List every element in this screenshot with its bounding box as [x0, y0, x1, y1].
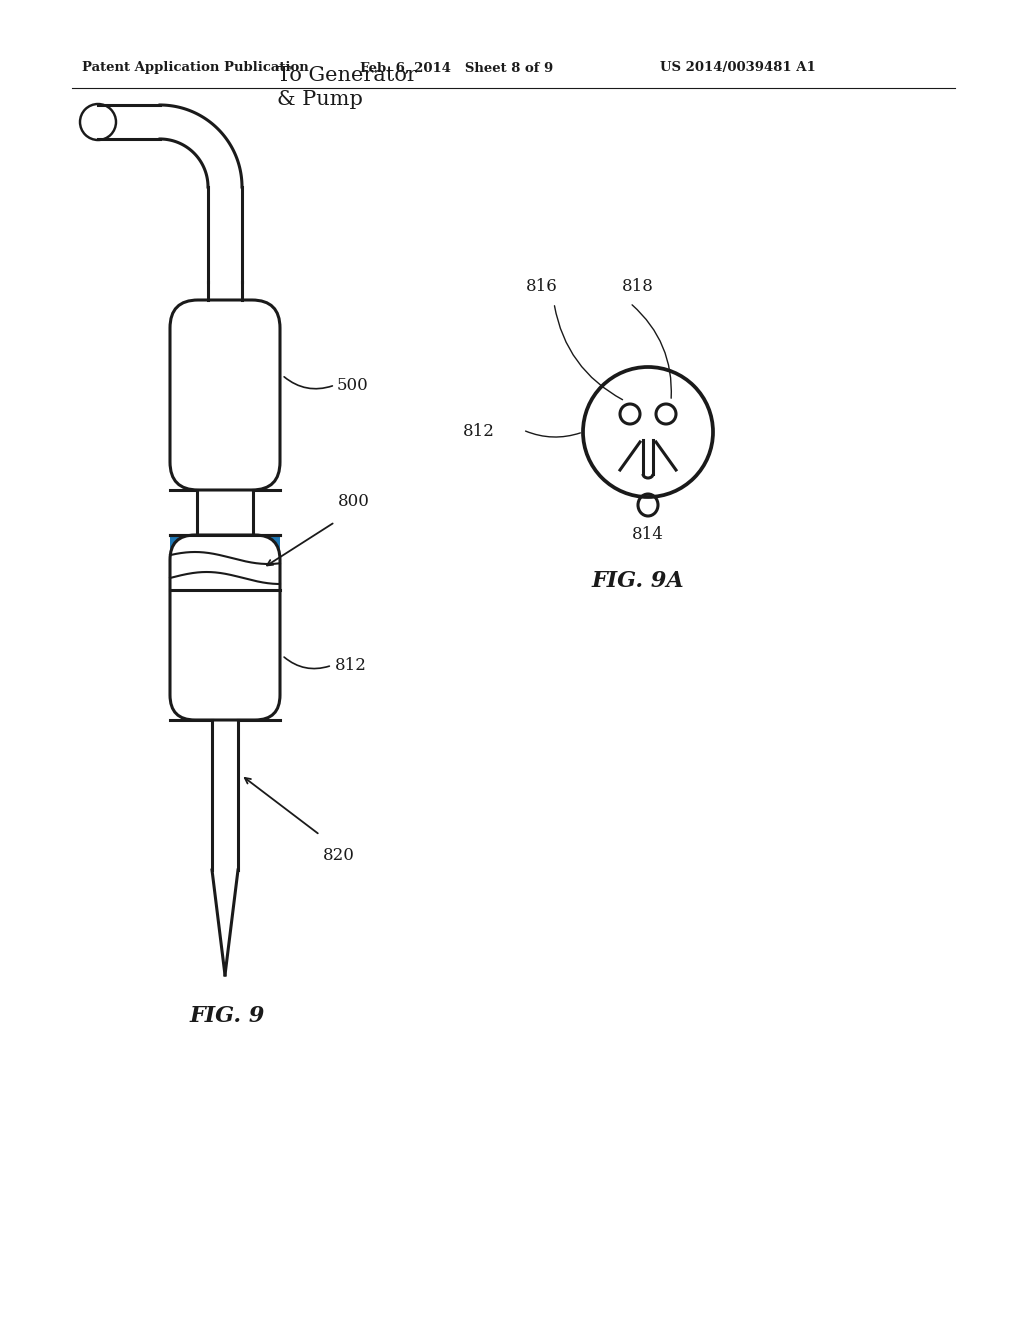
FancyBboxPatch shape: [170, 535, 280, 719]
Text: FIG. 9: FIG. 9: [190, 1005, 265, 1027]
Text: 812: 812: [335, 657, 367, 673]
Text: FIG. 9A: FIG. 9A: [592, 570, 684, 591]
Bar: [170, 535, 280, 590]
Text: 812: 812: [463, 424, 495, 441]
Text: 800: 800: [338, 492, 370, 510]
Text: & Pump: & Pump: [278, 90, 362, 110]
Text: 814: 814: [632, 525, 664, 543]
Text: To Generator: To Generator: [278, 66, 417, 84]
Text: US 2014/0039481 A1: US 2014/0039481 A1: [660, 62, 816, 74]
Text: Patent Application Publication: Patent Application Publication: [82, 62, 309, 74]
Text: 820: 820: [323, 847, 355, 865]
FancyBboxPatch shape: [170, 300, 280, 490]
Text: Feb. 6, 2014   Sheet 8 of 9: Feb. 6, 2014 Sheet 8 of 9: [360, 62, 553, 74]
Text: 816: 816: [526, 279, 558, 294]
Text: 500: 500: [337, 376, 369, 393]
Text: 818: 818: [622, 279, 654, 294]
